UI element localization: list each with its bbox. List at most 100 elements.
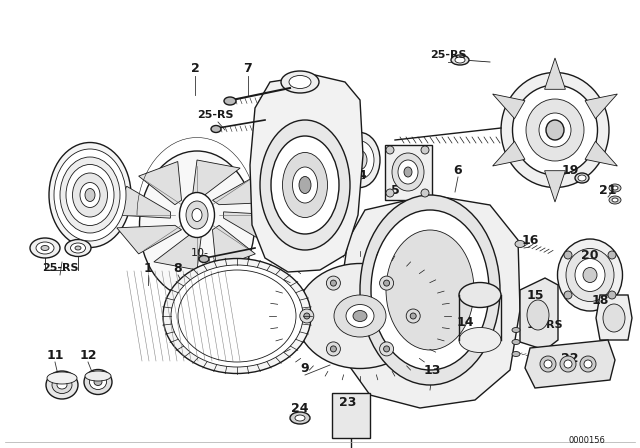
Polygon shape: [154, 233, 202, 270]
Ellipse shape: [30, 238, 60, 258]
Text: 24: 24: [291, 401, 308, 414]
Circle shape: [608, 291, 616, 299]
Ellipse shape: [41, 246, 49, 250]
Ellipse shape: [85, 371, 111, 381]
Text: 2: 2: [191, 61, 200, 74]
Ellipse shape: [512, 327, 520, 332]
Ellipse shape: [603, 304, 625, 332]
Circle shape: [421, 146, 429, 154]
Polygon shape: [493, 142, 525, 166]
Circle shape: [380, 276, 394, 290]
Ellipse shape: [163, 258, 311, 374]
Ellipse shape: [289, 76, 311, 89]
Ellipse shape: [546, 120, 564, 140]
Text: 14: 14: [456, 315, 474, 328]
Polygon shape: [585, 142, 618, 166]
Text: 6: 6: [454, 164, 462, 177]
Ellipse shape: [575, 258, 605, 292]
Ellipse shape: [211, 125, 221, 133]
Circle shape: [386, 146, 394, 154]
Circle shape: [326, 342, 340, 356]
Circle shape: [326, 276, 340, 290]
Polygon shape: [493, 94, 525, 119]
Ellipse shape: [398, 160, 418, 184]
Text: 23: 23: [339, 396, 356, 409]
Ellipse shape: [85, 189, 95, 202]
Circle shape: [406, 309, 420, 323]
Text: 0000156: 0000156: [568, 435, 605, 444]
Text: 7: 7: [244, 61, 252, 74]
Ellipse shape: [49, 142, 131, 247]
Ellipse shape: [459, 283, 501, 307]
Ellipse shape: [84, 370, 112, 395]
Ellipse shape: [612, 186, 618, 190]
Ellipse shape: [80, 182, 100, 207]
Ellipse shape: [557, 239, 623, 311]
Text: 21: 21: [599, 184, 617, 197]
Polygon shape: [385, 145, 432, 200]
Circle shape: [540, 356, 556, 372]
Ellipse shape: [346, 141, 374, 179]
Ellipse shape: [334, 295, 386, 337]
Ellipse shape: [70, 243, 86, 253]
Ellipse shape: [192, 208, 202, 221]
Ellipse shape: [455, 57, 465, 63]
Ellipse shape: [353, 151, 367, 169]
Circle shape: [300, 309, 314, 323]
Ellipse shape: [459, 327, 501, 353]
Circle shape: [564, 360, 572, 368]
Circle shape: [584, 360, 592, 368]
Text: 15: 15: [526, 289, 544, 302]
Polygon shape: [545, 171, 565, 202]
Ellipse shape: [501, 73, 609, 188]
Ellipse shape: [271, 136, 339, 234]
Polygon shape: [596, 295, 632, 340]
Ellipse shape: [36, 242, 54, 254]
Ellipse shape: [186, 201, 208, 229]
Text: 22: 22: [561, 352, 579, 365]
Ellipse shape: [296, 263, 424, 369]
Polygon shape: [223, 212, 280, 244]
Ellipse shape: [292, 167, 317, 203]
Ellipse shape: [57, 381, 67, 389]
Circle shape: [386, 189, 394, 197]
Circle shape: [544, 360, 552, 368]
Text: 3: 3: [333, 194, 342, 207]
Ellipse shape: [171, 265, 303, 367]
Ellipse shape: [392, 153, 424, 191]
Ellipse shape: [575, 173, 589, 183]
Ellipse shape: [340, 133, 380, 188]
Polygon shape: [212, 225, 255, 268]
Circle shape: [410, 313, 416, 319]
Circle shape: [564, 251, 572, 259]
Ellipse shape: [526, 99, 584, 161]
Ellipse shape: [72, 173, 108, 217]
Ellipse shape: [199, 255, 209, 263]
Text: 19: 19: [561, 164, 579, 177]
Ellipse shape: [179, 193, 214, 237]
Ellipse shape: [46, 371, 78, 399]
Ellipse shape: [353, 310, 367, 322]
Text: 25-RS: 25-RS: [196, 110, 233, 120]
Polygon shape: [192, 160, 240, 197]
Ellipse shape: [346, 305, 374, 327]
Ellipse shape: [90, 375, 106, 389]
Text: 5: 5: [390, 184, 399, 197]
Polygon shape: [250, 75, 363, 272]
Ellipse shape: [512, 352, 520, 357]
Text: 20: 20: [581, 249, 599, 262]
Ellipse shape: [54, 149, 126, 241]
Text: 8: 8: [173, 262, 182, 275]
Ellipse shape: [515, 241, 525, 247]
Ellipse shape: [527, 300, 549, 330]
Polygon shape: [340, 195, 520, 408]
Ellipse shape: [290, 412, 310, 424]
Text: 18: 18: [591, 293, 609, 306]
Ellipse shape: [224, 97, 236, 105]
Ellipse shape: [140, 151, 255, 299]
Ellipse shape: [539, 113, 571, 147]
Ellipse shape: [60, 157, 120, 233]
Bar: [332, 393, 370, 438]
Ellipse shape: [578, 175, 586, 181]
Text: 11: 11: [46, 349, 64, 362]
